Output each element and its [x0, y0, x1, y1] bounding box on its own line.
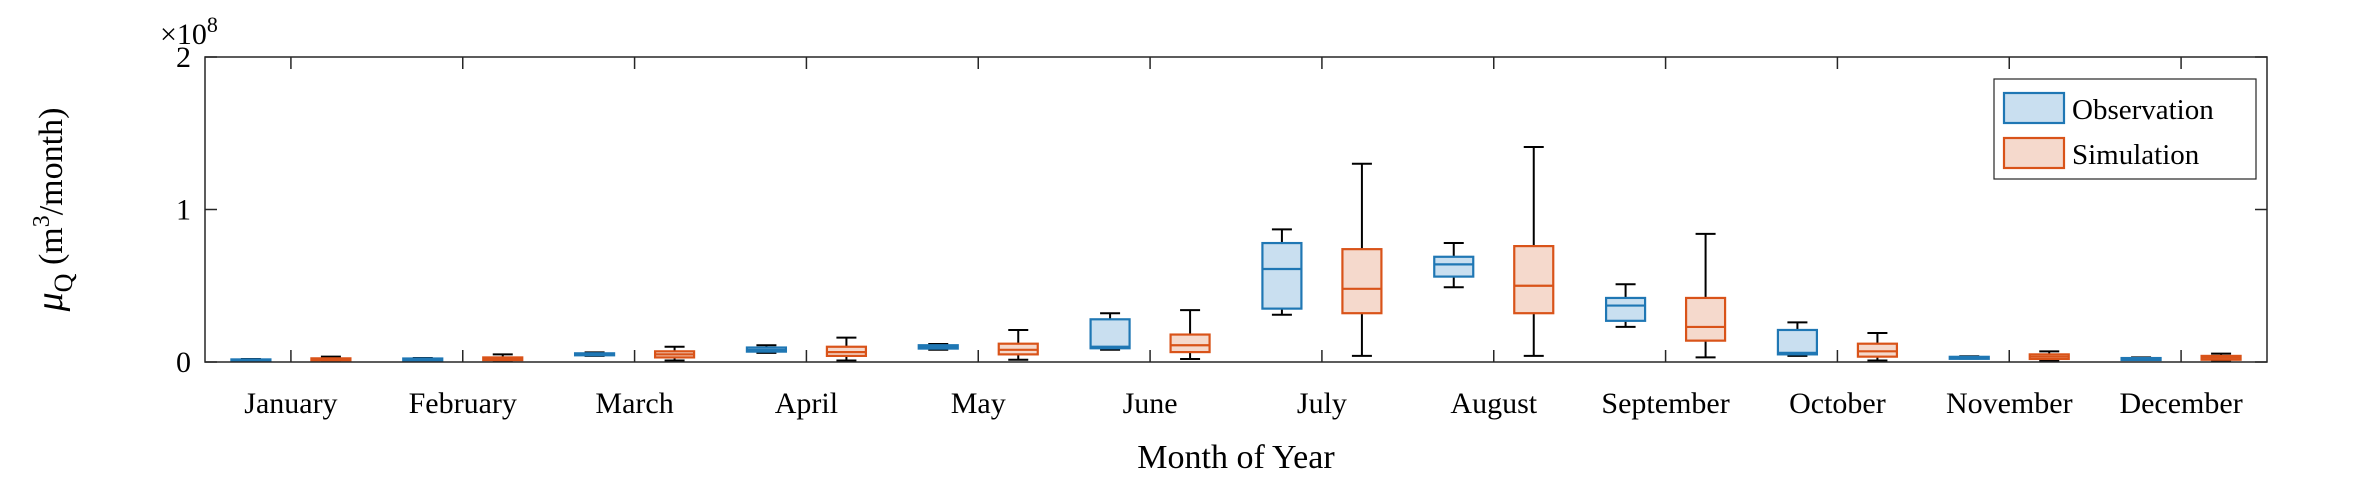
box-observation [917, 343, 959, 351]
axes-layer: 0 1 2 January February March April May June July A… [176, 41, 2267, 420]
y-tick-label: 1 [176, 194, 191, 227]
x-tick-label: May [951, 387, 1006, 420]
box-body [1604, 296, 1647, 322]
box-body [1261, 241, 1303, 310]
y-label-sup: 3 [29, 215, 55, 227]
y-label-mu: μ [29, 292, 71, 312]
y-label-pre: (m [33, 227, 70, 273]
x-tick-label: February [409, 387, 517, 420]
box-body [1776, 328, 1819, 356]
box-body [1089, 318, 1131, 350]
y-exponent-base: ×10 [160, 18, 207, 51]
x-tick-label: September [1601, 387, 1729, 420]
box-simulation [482, 353, 524, 363]
box-observation [1261, 228, 1303, 316]
box-observation [230, 357, 272, 363]
legend-items: Observation Simulation [2002, 91, 2214, 171]
box-observation [1948, 355, 1990, 360]
legend: Observation Simulation [1993, 78, 2257, 180]
box-body [1856, 342, 1899, 358]
y-axis-label: μQ (m3/month) [29, 108, 78, 313]
legend-swatch [2002, 91, 2066, 125]
box-body [1684, 296, 1727, 342]
x-tick-label: November [1946, 387, 2073, 420]
y-label-sub: Q [49, 273, 78, 292]
box-simulation [1341, 162, 1383, 357]
legend-swatch [2002, 136, 2066, 170]
x-tick-label: August [1450, 387, 1537, 420]
y-tick-label: 0 [176, 346, 191, 379]
x-tick-label: July [1297, 387, 1347, 420]
y-tick-label: 2 [176, 41, 191, 74]
box-observation [1604, 283, 1647, 328]
x-tick-label: October [1789, 387, 1886, 420]
box-simulation [653, 345, 696, 362]
x-tick-label: December [2119, 387, 2242, 420]
box-body [1513, 245, 1555, 315]
box-simulation [2028, 350, 2070, 362]
box-simulation [825, 336, 868, 362]
box-simulation [1684, 232, 1727, 359]
box-observation [2120, 356, 2162, 362]
x-tick-label: January [244, 387, 337, 420]
box-body [1169, 333, 1211, 354]
x-tick-label: June [1123, 387, 1178, 420]
box-simulation [1169, 309, 1211, 360]
x-axis-label: Month of Year [1137, 439, 1335, 476]
x-tick-label: March [595, 387, 673, 420]
y-label-post: /month) [33, 108, 70, 216]
box-simulation [1513, 145, 1555, 357]
box-observation [402, 357, 444, 362]
y-exponent-power: 8 [207, 12, 218, 37]
box-simulation [1856, 332, 1899, 362]
box-observation [1776, 321, 1819, 357]
box-simulation [997, 328, 1039, 361]
box-observation [745, 344, 788, 354]
box-body [1341, 248, 1383, 315]
box-simulation [2200, 352, 2242, 363]
plot-frame [204, 56, 2268, 363]
x-tick-label: April [775, 387, 838, 420]
legend-label: Simulation [2072, 139, 2200, 171]
box-body [1433, 255, 1475, 278]
legend-label: Observation [2072, 94, 2214, 126]
y-exponent-label: ×108 [160, 12, 218, 51]
box-simulation [310, 355, 352, 363]
box-observation [573, 351, 616, 357]
box-observation [1433, 242, 1475, 289]
boxes-layer [230, 145, 2242, 363]
box-observation [1089, 312, 1131, 351]
